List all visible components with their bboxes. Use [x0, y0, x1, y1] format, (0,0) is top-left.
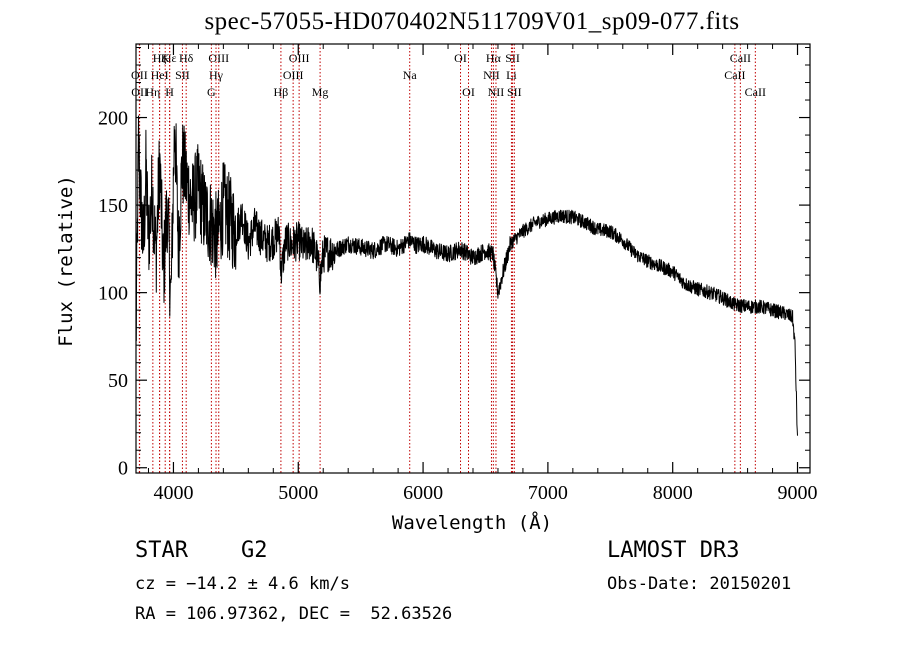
- redshift-readout: cz = −14.2 ± 4.6 km/s: [135, 574, 350, 594]
- x-tick-label: 7000: [528, 482, 568, 504]
- spectrum-line: [135, 115, 798, 436]
- line-marker-label: SII: [505, 51, 520, 65]
- x-tick-label: 8000: [653, 482, 693, 504]
- chart-title: spec-57055-HD070402N511709V01_sp09-077.f…: [204, 8, 740, 35]
- line-marker-label: Li: [506, 68, 517, 82]
- line-marker-label: SII: [507, 85, 522, 99]
- line-marker-label: NII: [483, 68, 500, 82]
- line-marker-label: CaII: [745, 85, 766, 99]
- x-axis-label: Wavelength (Å): [392, 511, 552, 534]
- x-tick-label: 5000: [278, 482, 318, 504]
- line-marker-label: G: [207, 85, 216, 99]
- line-marker-label: OII: [131, 68, 148, 82]
- y-tick-label: 200: [98, 108, 128, 130]
- object-classification: STAR G2: [135, 538, 267, 563]
- line-marker-label: NII: [488, 85, 505, 99]
- line-marker-label: OI: [462, 85, 475, 99]
- x-tick-label: 6000: [403, 482, 443, 504]
- line-marker-label: Hδ: [179, 51, 194, 65]
- line-marker-label: OIII: [289, 51, 310, 65]
- line-marker-label: Hγ: [209, 68, 224, 82]
- y-tick-label: 50: [108, 370, 128, 392]
- line-marker-label: SII: [175, 68, 190, 82]
- y-tick-label: 100: [98, 283, 128, 305]
- coordinates-readout: RA = 106.97362, DEC = 52.63526: [135, 604, 453, 624]
- axes: 4000 5000 6000 7000 8000 9000 0 50 100 150 200: [98, 44, 818, 504]
- y-axis-label: Flux (relative): [55, 175, 77, 347]
- obs-date: Obs-Date: 20150201: [607, 574, 792, 594]
- line-marker-label: H: [165, 85, 174, 99]
- line-marker-label: Na: [403, 68, 418, 82]
- line-marker-label: Hβ: [274, 85, 289, 99]
- spectrum-series: [135, 115, 798, 436]
- x-tick-label: 4000: [153, 482, 193, 504]
- line-marker-label: OIII: [283, 68, 304, 82]
- spectral-subclass: G2: [240, 538, 268, 563]
- line-marker-label: K: [161, 51, 170, 65]
- line-marker-label: OIII: [208, 51, 229, 65]
- line-marker-label: Hα: [486, 51, 502, 65]
- x-tick-label: 9000: [778, 482, 818, 504]
- survey-name: LAMOST DR3: [607, 538, 740, 563]
- line-marker-label: CaII: [730, 51, 751, 65]
- line-marker-label: HeI: [151, 68, 169, 82]
- line-marker-label: Hη: [145, 85, 160, 99]
- line-marker-label: OI: [454, 51, 467, 65]
- line-marker-label: CaII: [724, 68, 745, 82]
- y-tick-label: 150: [98, 195, 128, 217]
- y-tick-label: 0: [118, 458, 128, 480]
- line-marker-label: Mg: [312, 85, 329, 99]
- object-type: STAR: [135, 538, 188, 563]
- line-marker-label: Hζ: [153, 51, 167, 65]
